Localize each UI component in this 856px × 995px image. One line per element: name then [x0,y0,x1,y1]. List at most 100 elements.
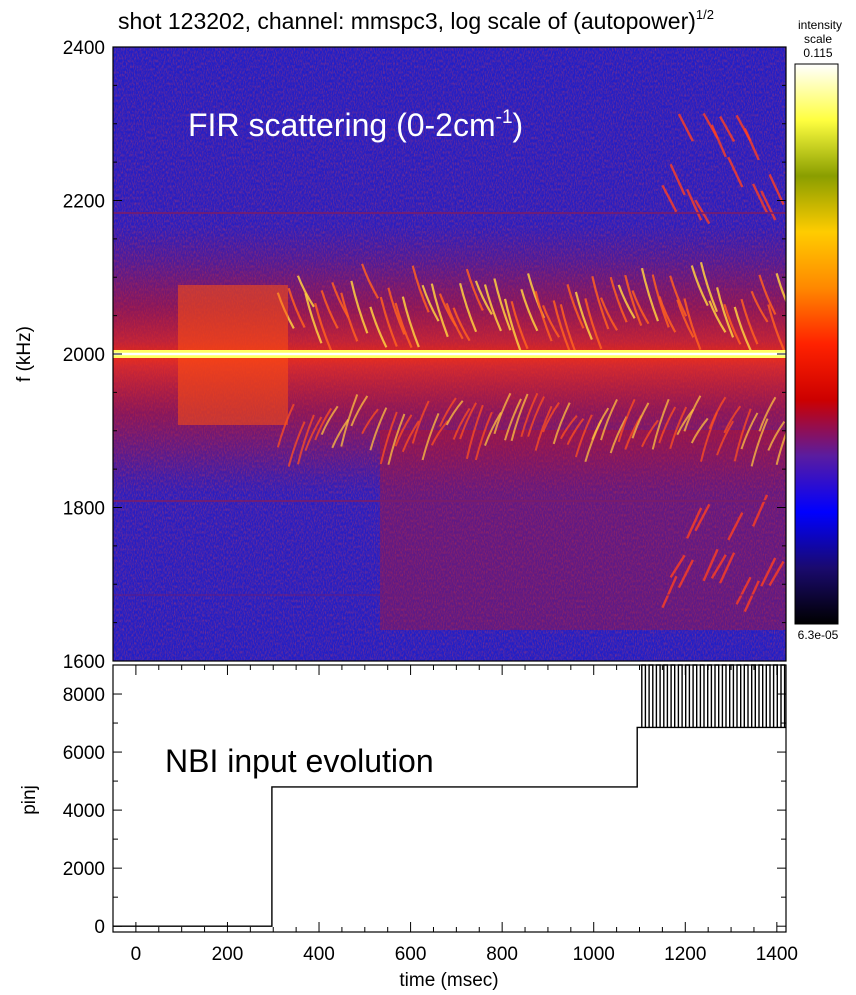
x-tick-label: 800 [486,944,518,965]
pinj-series-line [113,664,786,927]
lower-mode-chirp [527,396,545,437]
late-mode-chirp [768,173,785,206]
y-tick-label: 2000 [63,345,105,366]
upper-mode-chirp [733,306,752,351]
upper-mode-chirp [624,274,643,327]
upper-mode-chirp [699,261,718,313]
lower-mode-chirp [591,407,610,440]
late-mode-chirp [661,184,678,213]
upper-mode-chirp [617,284,636,319]
upper-mode-chirp [690,265,709,307]
lower-mode-chirp [617,398,636,443]
upper-mode-chirp [379,296,398,347]
lower-mode-chirp [411,400,430,444]
late-mode-chirp [760,557,777,587]
late-mode-chirp [710,124,727,158]
late-mode-chirp [661,575,678,609]
upper-mode-chirp [411,265,430,313]
lower-mode-chirp [361,408,379,435]
spectrogram-image [113,47,786,661]
nbi-annotation: NBI input evolution [165,743,434,779]
lower-mode-chirp [767,421,786,451]
lower-mode-chirp [510,393,529,442]
upper-mode-chirp [708,300,727,333]
lower-mode-chirp [296,414,315,465]
late-mode-chirp [743,127,760,161]
upper-mode-chirp [640,267,659,322]
spectrogram-y-ticks: 1600 1800 2000 2200 2400 [63,38,786,673]
upper-mode-chirp [683,298,702,351]
y-tick-label: 2200 [63,192,105,213]
late-mode-chirp [686,188,703,221]
lower-mode-chirp [304,416,323,451]
late-mode-chirp [768,560,785,587]
spurious-lines [113,212,786,596]
lower-mode-chirp [387,413,406,465]
nbi-plot-frame [112,664,787,933]
upper-mode-chirp [474,280,493,316]
lower-mode-chirp [566,417,585,446]
lower-mode-chirp [421,412,440,461]
upper-mode-chirp [758,274,777,316]
late-mode-chirp [718,552,736,584]
upper-mode-chirp [459,282,478,333]
spectrogram-annotation-main: FIR scattering (0-2cm [188,107,496,143]
lower-mode-chirp [574,414,593,458]
upper-mode-chirp [314,302,333,352]
colorbar-max-label: 0.115 [803,46,832,60]
late-mode-chirp [727,512,744,541]
upper-mode-chirp [350,280,369,334]
lower-mode-chirp [750,418,769,467]
upper-mode-chirp [775,272,786,304]
lower-mode-chirp [520,392,539,437]
lower-mode-chirp [775,430,786,465]
upper-mode-chirp [304,292,323,344]
spectrogram-annotation: FIR scattering (0-2cm-1) [188,107,523,143]
upper-mode-chirp [599,297,618,331]
lower-band-glow [380,430,786,630]
upper-mode-chirp [361,263,380,299]
lower-mode-chirp [331,418,350,449]
colorbar: intensity scale 0.115 6.3e-05 [794,18,842,642]
y-tick-label: 4000 [63,801,105,822]
upper-mode-chirp [631,290,650,325]
colorbar-label-line2: scale [804,32,832,46]
upper-mode-chirp [287,287,306,329]
late-mode-chirp [677,559,694,589]
lower-mode-chirp [631,402,650,439]
lower-mode-chirp [379,411,398,465]
lower-mode-chirp [452,407,471,440]
upper-mode-chirp [767,304,786,352]
upper-mode-chirp [445,302,464,340]
lower-mode-chirp [740,412,759,450]
lower-mode-chirp [340,394,359,447]
nbi-panel: 0 200 400 600 800 1000 1200 1400 0 2000 4000 6000 80… [19,664,798,991]
lower-mode-chirp [716,420,734,456]
upper-mode-chirp [750,290,769,323]
upper-mode-chirp [723,303,742,345]
lower-mode-chirp [658,406,677,444]
late-mode-chirp [719,115,736,143]
x-tick-label: 1000 [573,944,615,965]
x-tick-label: 1200 [664,944,706,965]
lower-mode-chirp [314,407,332,441]
upper-mode-chirp [401,296,420,348]
y-tick-label: 8000 [63,685,105,706]
colorbar-label-line1: intensity [798,18,842,32]
upper-mode-chirp [510,300,529,350]
lower-mode-chirp [559,415,578,440]
upper-mode-chirp [669,275,688,317]
late-mode-chirp [694,503,711,532]
upper-mode-chirp [542,304,560,338]
lower-mode-chirp [669,406,688,450]
lower-mode-chirp [683,395,702,432]
y-tick-label: 2000 [63,859,105,880]
upper-mode-chirp [584,298,603,350]
x-tick-label: 400 [303,944,335,965]
upper-mode-chirp [340,292,359,342]
lower-mode-chirp [445,400,464,426]
late-mode-chirp [751,183,769,214]
lower-mode-chirp [651,398,670,450]
spectrogram-annotation-superscript: -1 [496,107,513,128]
upper-mode-chirp [574,291,593,341]
